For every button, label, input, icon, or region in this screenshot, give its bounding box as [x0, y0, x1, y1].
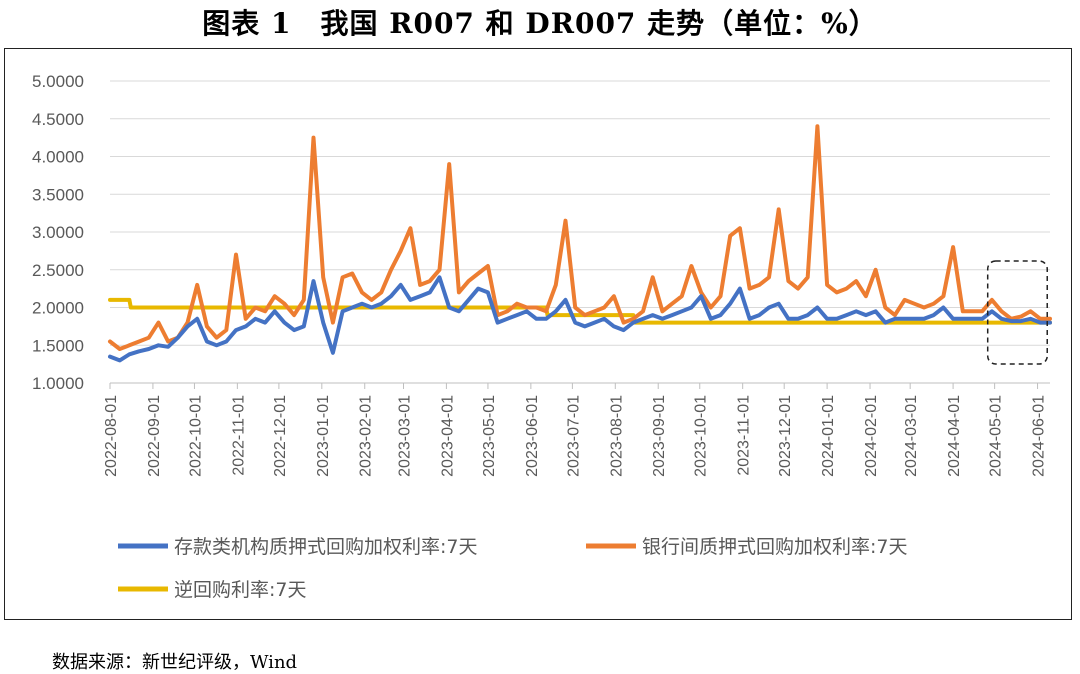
x-tick-label: 2023-06-01 — [524, 395, 541, 477]
series-line — [108, 124, 1052, 351]
dashed-highlight-box — [986, 260, 1048, 365]
y-tick-label: 4.0000 — [32, 148, 84, 167]
chart: 5.0000 4.5000 4.0000 3.5000 3.0000 2.5000 2.00… — [32, 72, 1052, 601]
x-tick-label: 2023-10-01 — [693, 395, 710, 477]
legend-label: 存款类机构质押式回购加权利率:7天 — [174, 536, 478, 558]
x-tick-label: 2022-12-01 — [272, 395, 289, 477]
legend-label: 逆回购利率:7天 — [174, 579, 307, 601]
source-note: 数据来源：新世纪评级，Wind — [52, 652, 298, 673]
x-tick-label: 2023-08-01 — [608, 395, 625, 477]
x-tick-label: 2024-04-01 — [946, 395, 963, 477]
x-tick-label: 2022-11-01 — [230, 395, 247, 476]
y-tick-label: 2.5000 — [32, 261, 84, 280]
x-tick-label: 2022-09-01 — [146, 395, 163, 477]
x-tick-label: 2023-12-01 — [777, 395, 794, 477]
x-tick-label: 2024-02-01 — [863, 395, 880, 477]
y-axis: 5.0000 4.5000 4.0000 3.5000 3.0000 2.5000 2.00… — [32, 72, 84, 393]
x-tick-label: 2023-03-01 — [396, 395, 413, 477]
y-tick-label: 2.0000 — [32, 299, 84, 318]
x-tick-label: 2024-05-01 — [988, 395, 1005, 477]
x-tick-label: 2024-01-01 — [820, 395, 837, 477]
x-tick-label: 2022-10-01 — [187, 395, 204, 477]
x-axis: 2022-08-01 2022-09-01 2022-10-01 2022-11-01… — [103, 383, 1048, 477]
x-tick-label: 2023-02-01 — [358, 395, 375, 477]
series-lines — [108, 124, 1052, 363]
x-tick-label: 2023-09-01 — [651, 395, 668, 477]
chart-title: 图表 1 我国 R007 和 DR007 走势（单位：%） — [202, 7, 878, 40]
x-tick-label: 2023-07-01 — [565, 395, 582, 477]
chart-frame — [4, 48, 1072, 620]
y-tick-label: 3.5000 — [32, 185, 84, 204]
y-tick-label: 3.0000 — [32, 223, 84, 242]
grid-lines — [110, 80, 1050, 384]
series-line — [108, 275, 1052, 363]
legend-label: 银行间质押式回购加权利率:7天 — [642, 536, 908, 558]
y-tick-label: 1.0000 — [32, 374, 84, 393]
x-tick-label: 2023-04-01 — [439, 395, 456, 477]
x-tick-label: 2023-01-01 — [315, 395, 332, 477]
x-tick-label: 2023-11-01 — [736, 395, 753, 476]
y-tick-label: 5.0000 — [32, 72, 84, 91]
x-tick-label: 2024-03-01 — [903, 395, 920, 477]
x-tick-label: 2022-08-01 — [103, 395, 120, 477]
annotation-box — [986, 260, 1048, 365]
x-tick-label: 2024-06-01 — [1031, 395, 1048, 477]
x-tick-label: 2023-05-01 — [481, 395, 498, 477]
y-tick-label: 4.5000 — [32, 110, 84, 129]
y-tick-label: 1.5000 — [32, 336, 84, 355]
